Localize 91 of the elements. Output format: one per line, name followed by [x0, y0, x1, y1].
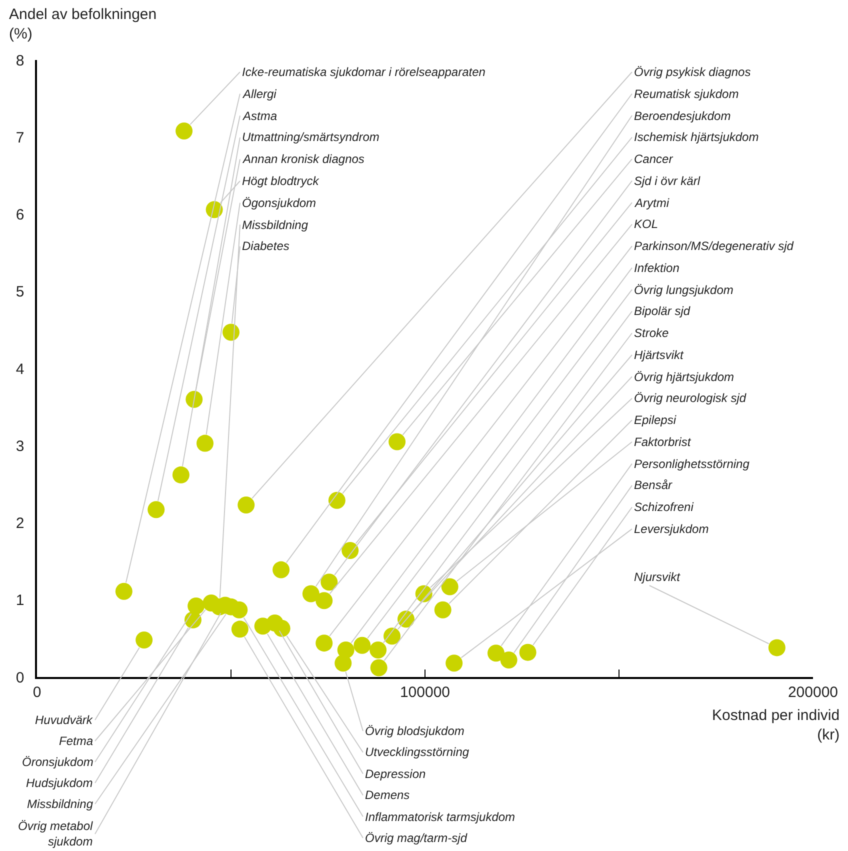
annotation: Personlighetsstörning — [634, 457, 750, 471]
annotation: Utvecklingsstörning — [365, 745, 470, 759]
point — [231, 620, 248, 638]
annotation: Övrig hjärtsjukdom — [634, 370, 734, 384]
x-tick-label: 200000 — [788, 684, 838, 701]
annotation: Hudsjukdom — [26, 776, 93, 790]
point — [136, 631, 153, 648]
point — [238, 496, 255, 514]
point — [354, 636, 371, 654]
point — [316, 592, 333, 610]
annotation: Övrig lungsjukdom — [634, 283, 734, 297]
point — [302, 585, 320, 602]
x-axis-title: Kostnad per individ (kr) — [712, 707, 840, 744]
annotation: Reumatisk sjukdom — [634, 87, 739, 101]
point — [446, 654, 463, 672]
annotation: Övrig metabol sjukdom — [18, 819, 94, 849]
annotation: Faktorbrist — [634, 435, 692, 449]
point — [384, 628, 401, 645]
point — [222, 324, 240, 341]
y-tick-label: 5 — [16, 284, 24, 301]
point — [370, 642, 387, 658]
annotation: Hjärtsvikt — [634, 348, 684, 362]
y-tick-label: 4 — [16, 360, 24, 378]
point — [488, 644, 504, 662]
annotation: Inflammatorisk tarmsjukdom — [365, 810, 516, 824]
point — [388, 433, 406, 450]
point — [172, 466, 190, 484]
annotation: KOL — [634, 217, 658, 231]
annotation: Ögonsjukdom — [242, 196, 316, 210]
point — [334, 654, 352, 672]
annotation: Övrig mag/tarm-sjd — [365, 831, 468, 845]
point — [254, 618, 272, 635]
y-tick-label: 0 — [16, 669, 24, 686]
y-tick-label: 8 — [16, 52, 24, 70]
x-tick-label: 0 — [32, 684, 42, 701]
annotation: Depression — [365, 767, 426, 781]
point — [186, 390, 203, 408]
annotation: Astma — [242, 109, 278, 123]
annotation: Njursvikt — [634, 570, 681, 584]
annotation: Övrig psykisk diagnos — [634, 65, 751, 79]
annotation: Huvudvärk — [35, 713, 94, 727]
point — [328, 492, 346, 509]
point — [500, 652, 518, 669]
point — [768, 639, 786, 656]
annotation: Öronsjukdom — [22, 755, 94, 769]
annotation: Epilepsi — [634, 413, 676, 427]
point — [230, 601, 248, 618]
annotation: Parkinson/MS/degenerativ sjd — [634, 239, 794, 253]
annotation: Utmattning/smärtsyndrom — [242, 130, 380, 144]
annotation: Allergi — [242, 87, 277, 101]
y-tick-label: 7 — [16, 129, 24, 146]
point — [188, 598, 205, 615]
point — [320, 574, 338, 591]
annotation: Ischemisk hjärtsjukdom — [634, 130, 759, 144]
y-tick-label: 2 — [16, 515, 24, 532]
annotation: Bensår — [634, 478, 674, 492]
point — [148, 501, 165, 518]
point — [115, 582, 132, 600]
annotation: Övrig blodsjukdom — [365, 724, 464, 738]
annotation: Diabetes — [242, 239, 290, 253]
annotation: Högt blodtryck — [242, 174, 320, 188]
annotation: Schizofreni — [634, 500, 694, 514]
annotation: Arytmi — [634, 196, 670, 210]
y-tick-label: 3 — [16, 438, 24, 455]
annotation: Cancer — [634, 152, 674, 166]
point — [441, 578, 458, 596]
annotation: Missbildning — [27, 797, 94, 811]
y-tick-label: 6 — [16, 206, 24, 224]
annotation: Missbildning — [242, 218, 308, 232]
point — [342, 542, 359, 560]
point — [370, 659, 388, 676]
annotation: Beroendesjukdom — [634, 109, 731, 123]
y-axis-title: Andel av befolkningen (%) — [9, 6, 157, 42]
annotation: Sjd i övr kärl — [634, 174, 700, 188]
annotation: Stroke — [634, 326, 670, 340]
annotation: Annan kronisk diagnos — [242, 152, 364, 166]
annotation: Fetma — [59, 734, 94, 748]
point — [434, 601, 452, 618]
point — [176, 122, 193, 140]
point — [316, 634, 333, 652]
point — [519, 644, 536, 661]
y-tick-label: 1 — [16, 592, 24, 610]
annotation: Övrig neurologisk sjd — [634, 391, 746, 405]
annotation: Bipolär sjd — [634, 304, 690, 318]
annotation: Demens — [365, 788, 410, 802]
point — [272, 561, 290, 578]
x-tick-label: 100000 — [400, 684, 450, 701]
annotation: Icke-reumatiska sjukdomar i rörelseapparaten — [242, 65, 486, 79]
annotation: Infektion — [634, 261, 680, 275]
point — [196, 434, 214, 452]
annotation: Leversjukdom — [634, 522, 709, 536]
